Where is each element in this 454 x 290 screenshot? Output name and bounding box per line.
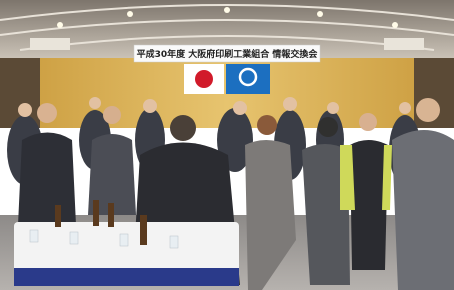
flag-circle — [195, 70, 213, 88]
photo: 平成30年度 大阪府印刷工業組合 情報交換会 — [0, 0, 454, 290]
page: 平成30年度 大阪府印刷工業組合 情報交換会 — [0, 0, 454, 290]
table-cloth — [14, 222, 239, 272]
table-skirt — [14, 268, 239, 286]
banner-text: 平成30年度 大阪府印刷工業組合 情報交換会 — [137, 48, 319, 60]
